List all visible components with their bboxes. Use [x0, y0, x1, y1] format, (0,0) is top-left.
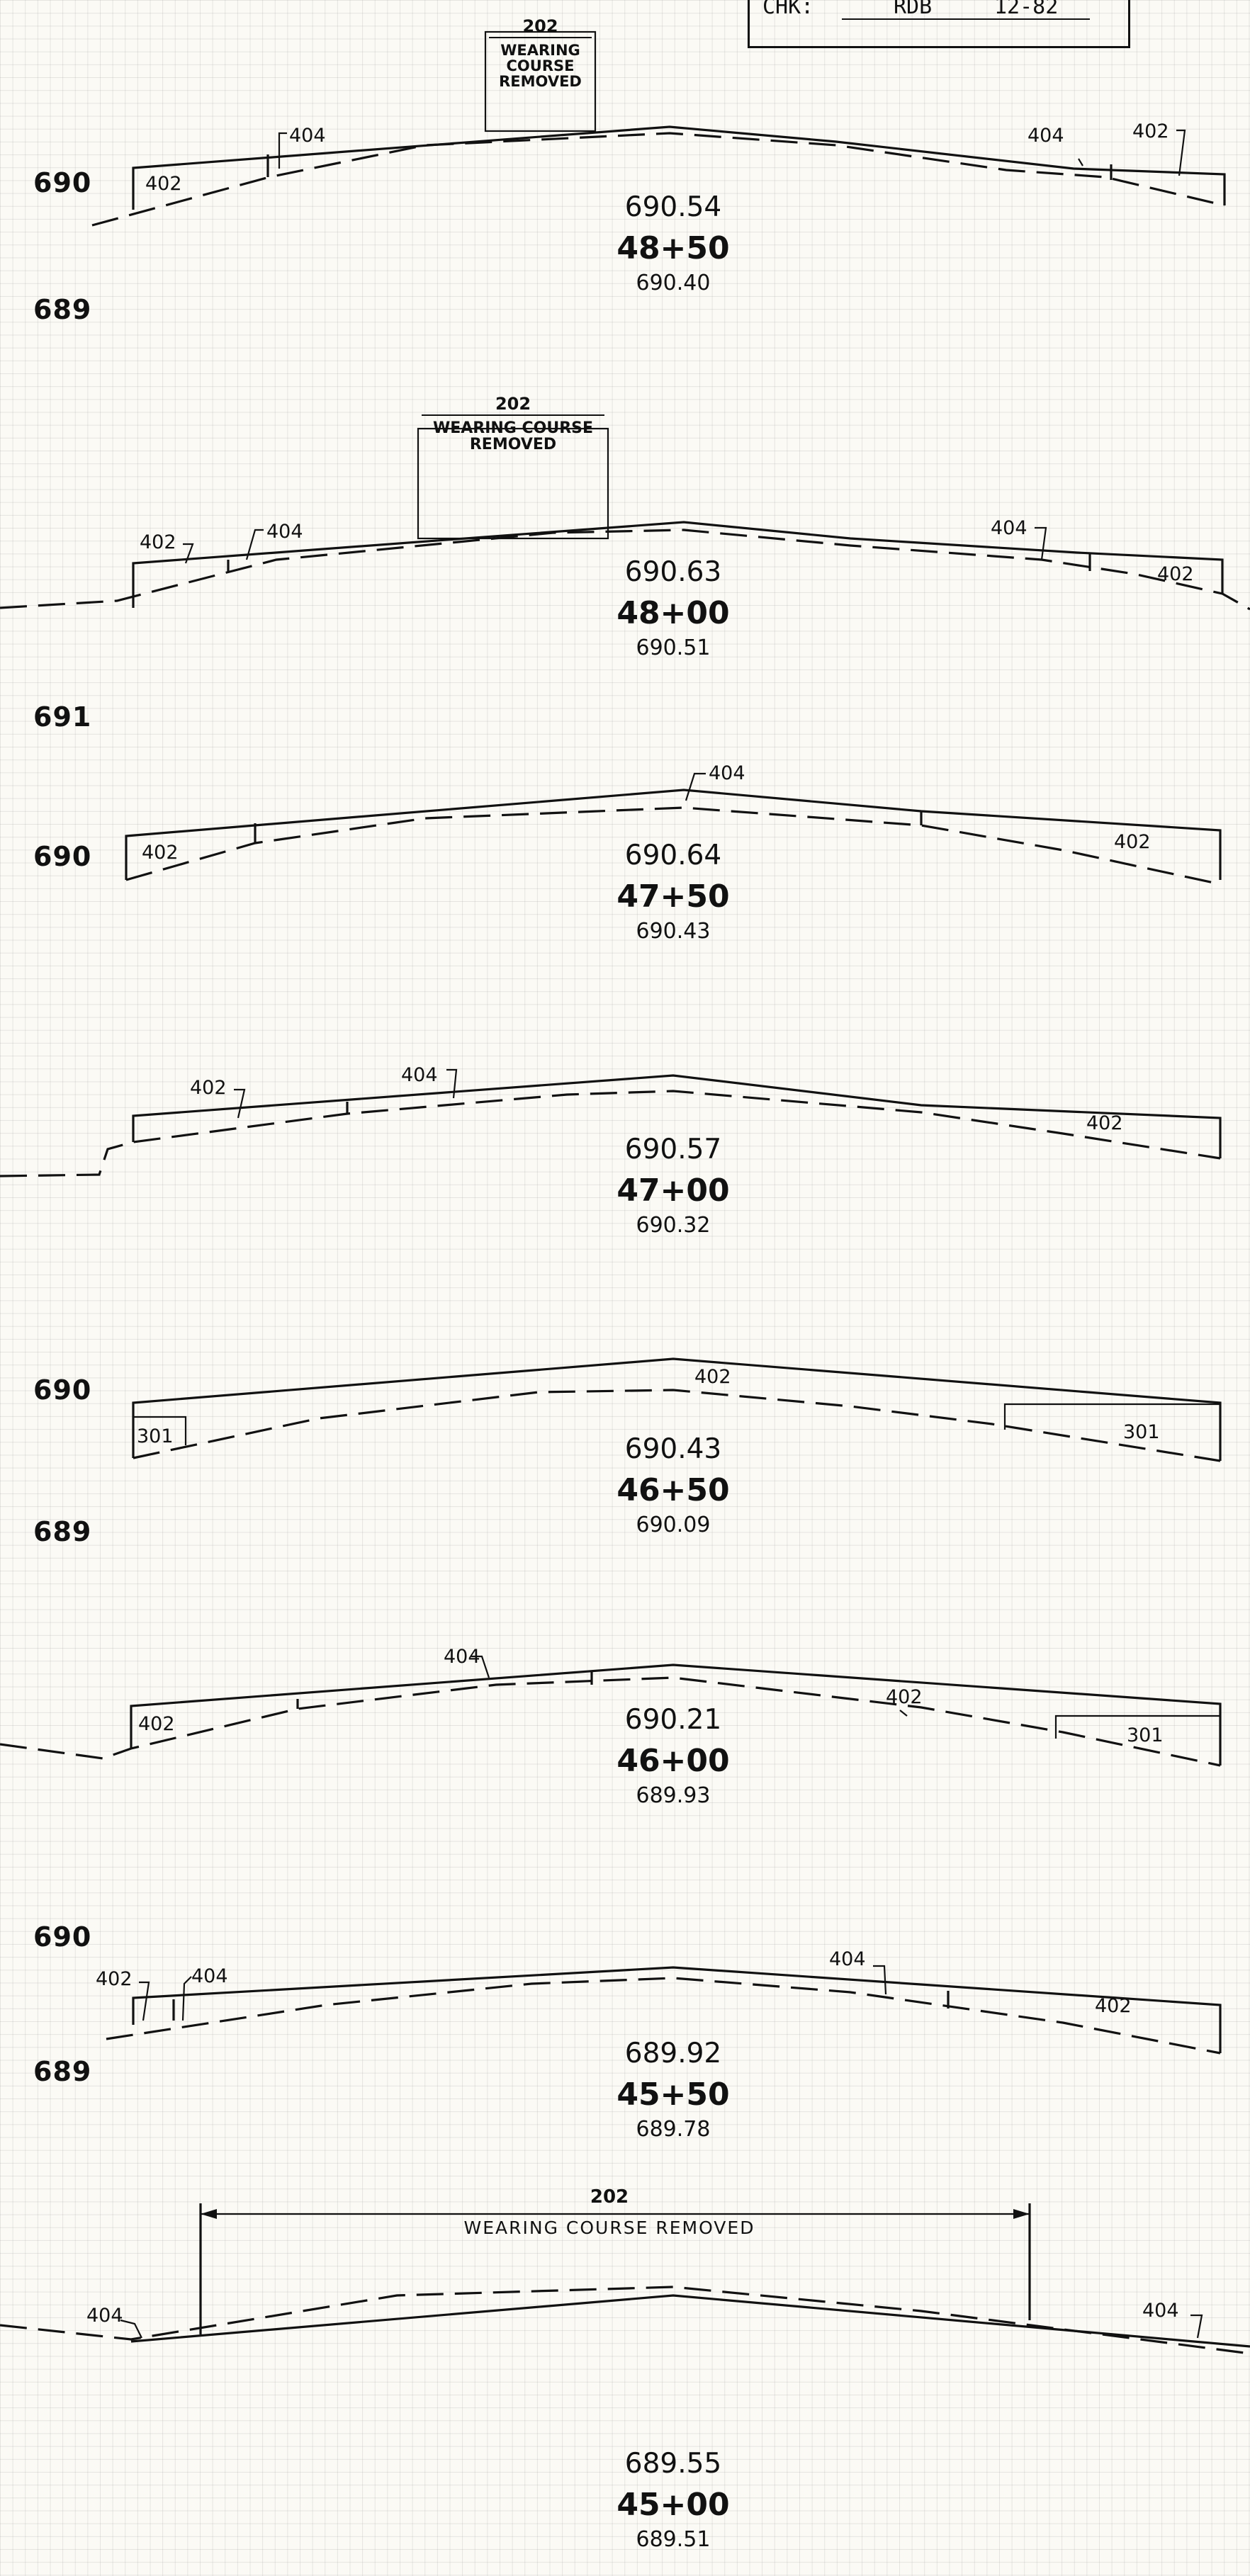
item-callout: 402	[142, 842, 179, 864]
checked-by: RDB	[894, 0, 933, 19]
elevation-label: 690	[33, 1374, 92, 1406]
elevation-label: 690	[33, 167, 92, 198]
item-callout: 402	[886, 1686, 923, 1708]
bottom-elevation: 690.43	[636, 919, 711, 944]
elevation-label: 689	[33, 1516, 92, 1547]
station-label: 690.64 47+50 690.43	[567, 840, 779, 944]
work-note: 202 WEARING COURSE REMOVED	[422, 395, 604, 453]
item-callout: 404	[444, 1646, 480, 1668]
station-number: 48+50	[616, 230, 730, 266]
station-number: 46+50	[616, 1472, 730, 1508]
station-label: 690.21 46+00 689.93	[567, 1704, 779, 1808]
bottom-elevation: 690.40	[636, 271, 711, 295]
station-label: 690.57 47+00 690.32	[567, 1134, 779, 1238]
station-number: 45+50	[616, 2077, 730, 2113]
station-number: 48+00	[616, 595, 730, 631]
item-callout: 404	[266, 521, 303, 543]
title-block: CHK: RDB 12-82	[748, 0, 1130, 48]
elevation-label: 689	[33, 294, 92, 325]
item-callout: 402	[1114, 831, 1151, 853]
work-note: 202 WEARING COURSE REMOVED	[489, 17, 592, 89]
item-callout: 402	[145, 173, 182, 195]
item-callout: 404	[289, 125, 326, 147]
item-callout: 402	[1086, 1112, 1123, 1134]
station-number: 47+50	[616, 879, 730, 915]
item-callout: 404	[709, 762, 745, 784]
item-callout: 402	[1157, 563, 1194, 585]
item-callout: 402	[190, 1077, 227, 1099]
item-callout: 404	[829, 1948, 866, 1970]
checked-date: 12-82	[994, 0, 1059, 19]
item-callout: 404	[86, 2305, 123, 2327]
item-callout: 402	[96, 1968, 133, 1990]
top-elevation: 689.92	[624, 2038, 722, 2069]
bottom-elevation: 689.78	[636, 2117, 711, 2142]
section-drawing	[91, 30, 1226, 227]
section-drawing	[0, 2203, 1250, 2355]
elevation-label: 691	[33, 701, 92, 733]
title-block-underline	[842, 18, 1090, 20]
item-callout: 402	[138, 1713, 175, 1735]
item-callout: 404	[991, 517, 1027, 539]
bottom-elevation: 690.09	[636, 1513, 711, 1537]
station-number: 47+00	[616, 1173, 730, 1209]
station-number: 45+00	[616, 2487, 730, 2523]
top-elevation: 690.21	[624, 1704, 722, 1736]
bottom-elevation: 690.51	[636, 635, 711, 660]
station-number: 46+00	[616, 1743, 730, 1779]
work-note-text: WEARING COURSE REMOVED	[463, 2218, 755, 2238]
section-drawing	[132, 1357, 1222, 1462]
bottom-elevation: 689.51	[636, 2527, 711, 2552]
item-callout: 301	[1127, 1724, 1164, 1746]
elevation-label: 690	[33, 841, 92, 872]
top-elevation: 690.57	[624, 1134, 722, 1165]
item-callout: 301	[1123, 1421, 1160, 1443]
station-label: 689.55 45+00 689.51	[567, 2448, 779, 2552]
station-label: 690.43 46+50 690.09	[567, 1433, 779, 1537]
item-callout: 402	[1095, 1995, 1132, 2017]
elevation-label: 689	[33, 2056, 92, 2087]
work-note-code: 202	[590, 2186, 629, 2208]
top-elevation: 690.43	[624, 1433, 722, 1465]
section-drawing	[0, 427, 1250, 611]
checked-label: CHK:	[762, 0, 814, 19]
top-elevation: 690.64	[624, 840, 722, 871]
top-elevation: 690.54	[624, 191, 722, 223]
item-callout: 404	[1142, 2300, 1179, 2322]
item-callout: 402	[694, 1366, 731, 1388]
station-label: 689.92 45+50 689.78	[567, 2038, 779, 2142]
elevation-label: 690	[33, 1921, 92, 1953]
section-drawing	[0, 1655, 1222, 1767]
item-callout: 404	[401, 1064, 438, 1086]
section-drawing	[106, 1965, 1222, 2055]
section-drawing	[125, 772, 1222, 886]
item-callout: 402	[140, 531, 176, 553]
item-callout: 402	[1132, 120, 1169, 142]
top-elevation: 689.55	[624, 2448, 722, 2480]
top-elevation: 690.63	[624, 556, 722, 588]
section-drawing	[0, 1068, 1222, 1177]
station-label: 690.63 48+00 690.51	[567, 556, 779, 660]
bottom-elevation: 689.93	[636, 1783, 711, 1808]
bottom-elevation: 690.32	[636, 1213, 711, 1238]
item-callout: 404	[191, 1965, 228, 1987]
station-label: 690.54 48+50 690.40	[567, 191, 779, 295]
item-callout: 301	[137, 1425, 174, 1447]
item-callout: 404	[1027, 125, 1064, 147]
